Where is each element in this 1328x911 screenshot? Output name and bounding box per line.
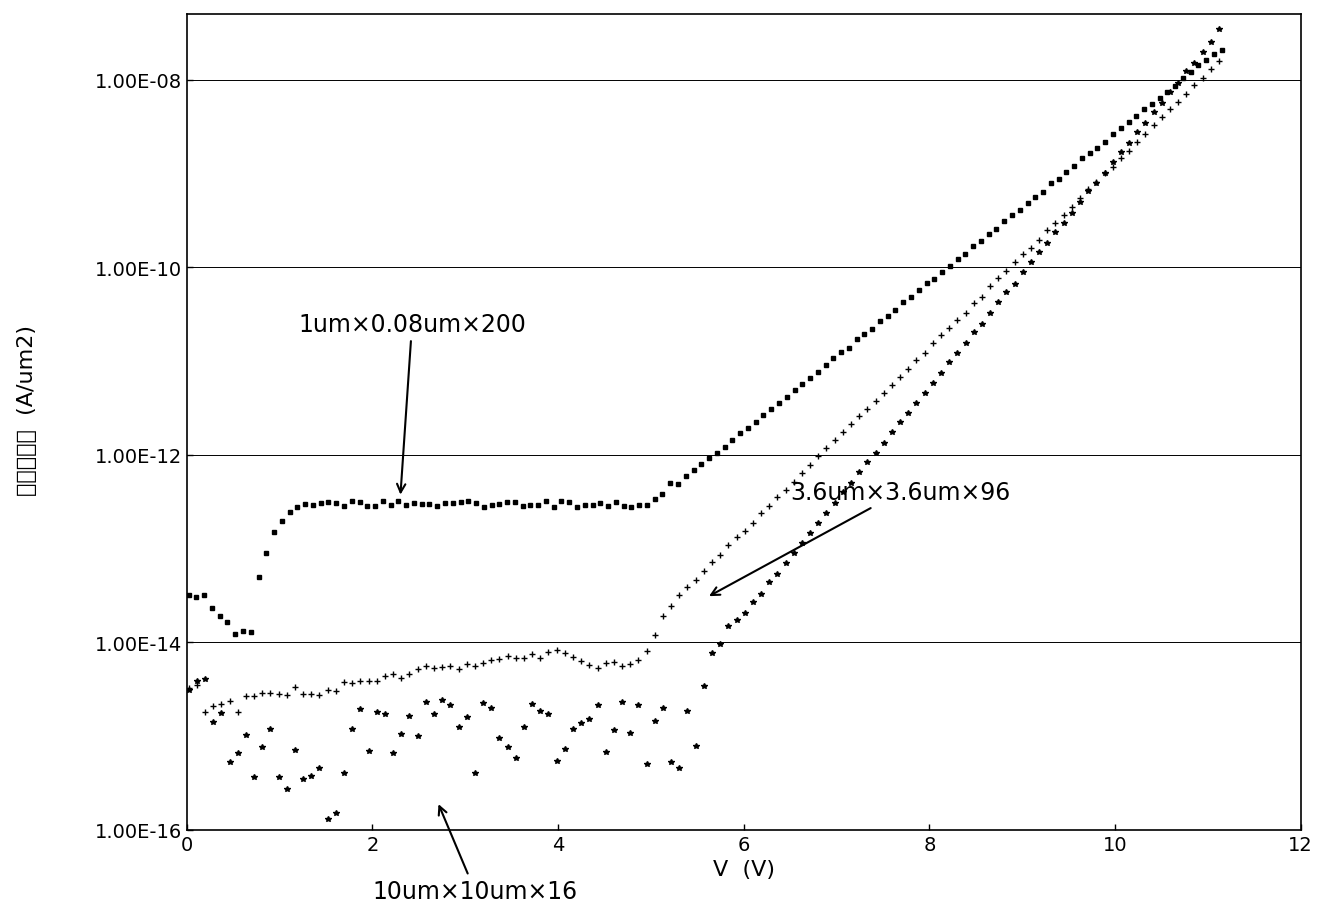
Text: 漏电流密度  (A/um2): 漏电流密度 (A/um2) — [16, 324, 37, 496]
Text: 10um×10um×16: 10um×10um×16 — [372, 806, 578, 903]
Text: 3.6um×3.6um×96: 3.6um×3.6um×96 — [710, 480, 1011, 596]
X-axis label: V  (V): V (V) — [713, 859, 774, 879]
Text: 1um×0.08um×200: 1um×0.08um×200 — [299, 312, 526, 493]
